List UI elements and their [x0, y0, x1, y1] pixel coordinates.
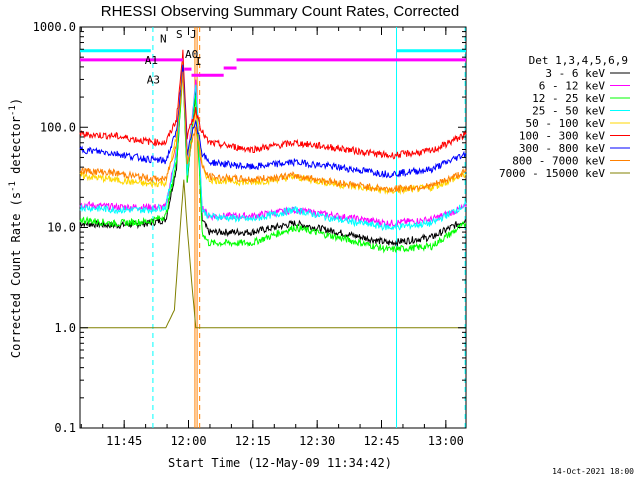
x-tick-label: 13:00: [428, 434, 464, 448]
legend-label: 12 - 25 keV: [532, 92, 605, 105]
state-label-a3: A3: [147, 73, 160, 86]
y-label-sup1: -1: [8, 181, 18, 192]
state-bars: N A0 A1 A3 S J I: [80, 28, 466, 86]
legend-label: 25 - 50 keV: [532, 105, 605, 118]
state-label-i: I: [195, 55, 202, 68]
y-tick-label: 1.0: [54, 321, 76, 335]
series-line-3: [79, 63, 467, 232]
series-line-2: [79, 73, 467, 254]
legend-label: 3 - 6 keV: [545, 67, 605, 80]
x-tick-label: 12:30: [299, 434, 335, 448]
y-tick-label: 100.0: [40, 120, 76, 134]
y-label-post: ): [9, 98, 23, 105]
legend-label: 100 - 300 keV: [519, 130, 605, 143]
y-axis-label: Corrected Count Rate (s-1 detector-1): [8, 98, 23, 358]
state-label-s: S: [176, 28, 183, 41]
y-tick-label: 1000.0: [33, 20, 76, 34]
legend-label: 300 - 800 keV: [519, 142, 605, 155]
footer-timestamp: 14-Oct-2021 18:00: [552, 467, 634, 476]
chart-title: RHESSI Observing Summary Count Rates, Co…: [101, 3, 459, 20]
x-tick-label: 12:00: [170, 434, 206, 448]
series-line-8: [80, 179, 466, 329]
vertical-markers: [152, 27, 466, 428]
series-line-1: [79, 56, 467, 229]
state-label-n: N: [160, 33, 167, 46]
y-tick-label: 10.0: [47, 221, 76, 235]
series-layer: [79, 49, 467, 329]
y-axis: 1000.0 100.0 10.0 1.0 0.1: [33, 20, 466, 435]
y-label-sup2: -1: [8, 105, 18, 116]
legend-header: Det 1,3,4,5,6,9: [529, 54, 628, 67]
y-label-pre: Corrected Count Rate (s: [9, 192, 23, 358]
x-tick-label: 11:45: [106, 434, 142, 448]
x-axis: 11:45 12:00 12:15 12:30 12:45 13:00: [80, 27, 464, 448]
state-label-a1: A1: [145, 54, 158, 67]
legend-label: 7000 - 15000 keV: [499, 167, 605, 180]
x-tick-label: 12:15: [235, 434, 271, 448]
y-label-mid: detector: [9, 116, 23, 181]
series-line-5: [79, 49, 467, 160]
y-tick-label: 0.1: [54, 421, 76, 435]
legend-label: 800 - 7000 keV: [512, 155, 605, 168]
state-label-j: J: [190, 28, 197, 41]
series-line-6: [79, 64, 467, 179]
series-line-0: [79, 65, 467, 248]
x-axis-label: Start Time (12-May-09 11:34:42): [168, 456, 392, 470]
state-label-a0: A0: [185, 48, 198, 61]
legend-label: 6 - 12 keV: [539, 80, 606, 93]
x-tick-label: 12:45: [363, 434, 399, 448]
legend-label: 50 - 100 keV: [526, 117, 606, 130]
series-line-7: [79, 71, 467, 194]
